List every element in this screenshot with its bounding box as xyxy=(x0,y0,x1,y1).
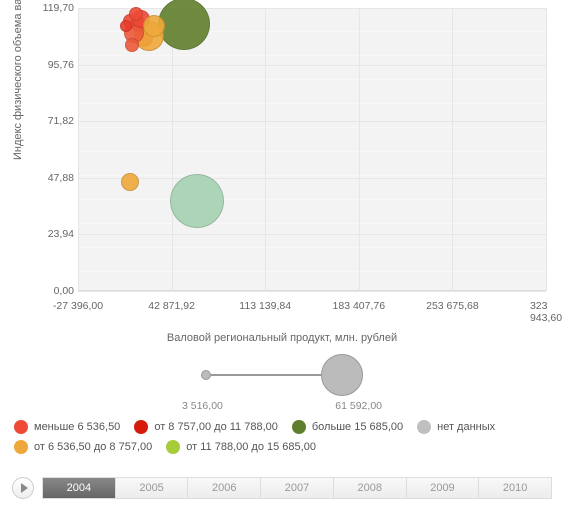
x-gridline xyxy=(452,8,453,291)
x-tick-label: 253 675,68 xyxy=(426,300,479,312)
y-axis-title: Индекс физического объема валового регио… xyxy=(12,0,24,160)
timeline-year[interactable]: 2006 xyxy=(188,478,261,498)
y-gridline xyxy=(78,65,546,66)
size-legend-small-icon xyxy=(201,370,211,380)
bubble[interactable] xyxy=(121,173,139,191)
y-gridline xyxy=(78,291,546,292)
size-legend-min: 3 516,00 xyxy=(182,400,223,412)
bubble[interactable] xyxy=(170,174,224,228)
x-tick-label: 183 407,76 xyxy=(333,300,386,312)
timeline-year[interactable]: 2007 xyxy=(261,478,334,498)
size-legend: 3 516,00 61 592,00 xyxy=(0,354,564,400)
legend-item: меньше 6 536,50 xyxy=(14,420,120,434)
y-gridline xyxy=(78,121,546,122)
timeline-year[interactable]: 2008 xyxy=(334,478,407,498)
legend-item: от 8 757,00 до 11 788,00 xyxy=(134,420,278,434)
y-tick-label: 95,76 xyxy=(38,59,74,71)
color-legend: меньше 6 536,50 от 8 757,00 до 11 788,00 б… xyxy=(14,420,550,460)
legend-item: от 6 536,50 до 8 757,00 xyxy=(14,440,152,454)
legend-item: больше 15 685,00 xyxy=(292,420,403,434)
x-tick-label: -27 396,00 xyxy=(53,300,103,312)
x-tick-label: 113 139,84 xyxy=(239,300,291,312)
y-tick-label: 119,70 xyxy=(38,2,74,14)
x-gridline xyxy=(265,8,266,291)
y-tick-label: 0,00 xyxy=(38,285,74,297)
bubble[interactable] xyxy=(129,7,143,21)
play-button[interactable] xyxy=(12,477,34,499)
timeline: 2004200520062007200820092010 xyxy=(12,476,552,500)
legend-label: от 8 757,00 до 11 788,00 xyxy=(154,421,278,433)
legend-label: больше 15 685,00 xyxy=(312,421,403,433)
legend-swatch xyxy=(292,420,306,434)
timeline-year[interactable]: 2009 xyxy=(407,478,480,498)
y-tick-label: 47,88 xyxy=(38,172,74,184)
chart-container: Индекс физического объема валового регио… xyxy=(0,0,564,512)
timeline-year[interactable]: 2004 xyxy=(43,478,116,498)
y-gridline xyxy=(78,178,546,179)
timeline-year[interactable]: 2005 xyxy=(116,478,189,498)
plot-area: 0,0023,9447,8871,8295,76119,70 -27 396,0… xyxy=(38,8,546,303)
timeline-track: 2004200520062007200820092010 xyxy=(42,477,552,499)
x-tick-label: 42 871,92 xyxy=(148,300,195,312)
legend-swatch xyxy=(166,440,180,454)
legend-label: нет данных xyxy=(437,421,495,433)
y-tick-label: 71,82 xyxy=(38,115,74,127)
legend-label: от 11 788,00 до 15 685,00 xyxy=(186,441,316,453)
legend-item: нет данных xyxy=(417,420,495,434)
legend-swatch xyxy=(134,420,148,434)
y-gridline xyxy=(78,234,546,235)
legend-label: от 6 536,50 до 8 757,00 xyxy=(34,441,152,453)
y-tick-label: 23,94 xyxy=(38,228,74,240)
x-gridline xyxy=(78,8,79,291)
legend-swatch xyxy=(14,440,28,454)
y-gridline xyxy=(78,8,546,9)
size-legend-max: 61 592,00 xyxy=(335,400,382,412)
legend-item: от 11 788,00 до 15 685,00 xyxy=(166,440,316,454)
size-legend-line xyxy=(211,374,321,376)
legend-swatch xyxy=(14,420,28,434)
legend-swatch xyxy=(417,420,431,434)
x-gridline xyxy=(546,8,547,291)
bubble[interactable] xyxy=(120,20,132,32)
timeline-year[interactable]: 2010 xyxy=(479,478,551,498)
bubble[interactable] xyxy=(158,0,210,50)
bubble[interactable] xyxy=(143,15,165,37)
legend-label: меньше 6 536,50 xyxy=(34,421,120,433)
x-gridline xyxy=(359,8,360,291)
x-axis-title: Валовой региональный продукт, млн. рубле… xyxy=(0,332,564,344)
play-icon xyxy=(21,483,28,493)
x-gridline xyxy=(172,8,173,291)
size-legend-large-icon xyxy=(321,354,363,396)
bubble[interactable] xyxy=(125,38,139,52)
x-tick-label: 323 943,60 xyxy=(530,300,562,324)
